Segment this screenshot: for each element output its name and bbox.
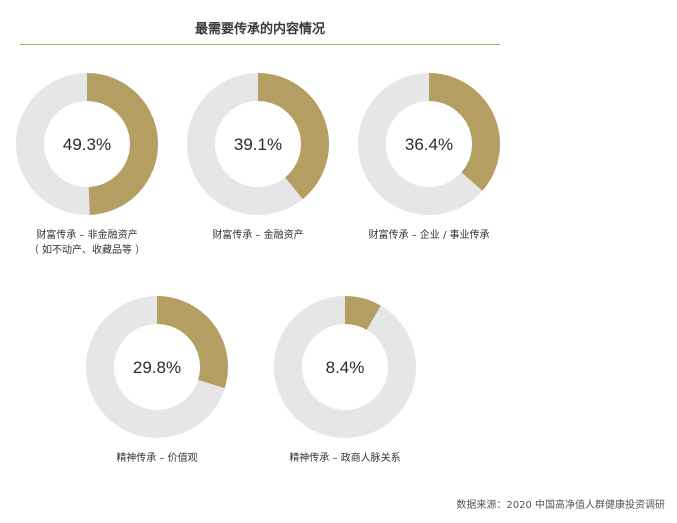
donut-2: 39.1% 财富传承 – 金融资产: [187, 73, 329, 241]
donut-category-label: 精神传承 – 政商人脉关系: [289, 451, 400, 464]
donut-category-label: （ 如不动产、收藏品等 ）: [29, 243, 145, 256]
donut-value-arc: [187, 73, 329, 215]
donut-1: 49.3% 财富传承 – 非金融资产 （ 如不动产、收藏品等 ）: [16, 73, 158, 256]
donut-category-label: 财富传承 – 非金融资产: [36, 228, 137, 241]
donut-3: 36.4% 财富传承 – 企业 / 事业传承: [358, 73, 500, 241]
title-divider: [20, 44, 500, 45]
chart-title: 最需要传承的内容情况: [194, 22, 325, 37]
donut-5: 8.4% 精神传承 – 政商人脉关系: [274, 296, 416, 464]
donut-value-arc: [16, 73, 158, 215]
donut-value-arc: [86, 296, 228, 438]
donut-value-arc: [274, 296, 416, 438]
donut-category-label: 精神传承 – 价值观: [116, 451, 197, 464]
donut-value-arc: [358, 73, 500, 215]
source-note: 数据来源：2020 中国高净值人群健康投资调研: [456, 500, 665, 511]
donut-category-label: 财富传承 – 金融资产: [212, 228, 303, 241]
donut-category-label: 财富传承 – 企业 / 事业传承: [368, 228, 489, 241]
donut-value-label: 29.8%: [133, 358, 181, 377]
donut-4: 29.8% 精神传承 – 价值观: [86, 296, 228, 464]
donut-value-label: 39.1%: [234, 135, 282, 154]
donut-value-label: 49.3%: [63, 135, 111, 154]
donut-value-label: 36.4%: [405, 135, 453, 154]
donut-value-label: 8.4%: [326, 358, 365, 377]
